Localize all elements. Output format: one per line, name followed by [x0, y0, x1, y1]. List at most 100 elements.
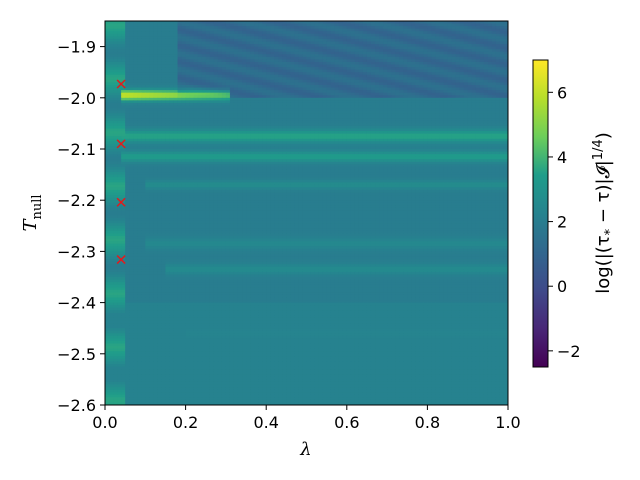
heatmap-cell — [161, 90, 166, 94]
heatmap-cell — [233, 115, 239, 119]
heatmap-cell — [169, 120, 174, 124]
heatmap-cell — [399, 143, 404, 147]
heatmap-cell — [262, 138, 267, 142]
heatmap-cell — [246, 108, 251, 111]
heatmap-cell — [483, 64, 489, 68]
heatmap-cell — [298, 92, 303, 96]
heatmap-cell — [213, 108, 219, 111]
heatmap-cell — [298, 133, 303, 137]
heatmap-cell — [145, 110, 150, 114]
heatmap-cell — [286, 131, 291, 135]
heatmap-cell — [443, 143, 448, 147]
heatmap-cell — [246, 141, 251, 145]
heatmap-cell — [387, 26, 392, 30]
heatmap-cell — [225, 92, 231, 96]
heatmap-cell — [471, 105, 477, 109]
heatmap-cell — [391, 28, 396, 32]
heatmap-cell — [431, 123, 436, 127]
heatmap-cell — [145, 82, 150, 86]
heatmap-cell — [173, 87, 178, 91]
heatmap-cell — [306, 67, 311, 71]
heatmap-cell — [479, 90, 485, 94]
heatmap-cell — [346, 72, 352, 76]
heatmap-cell — [330, 92, 336, 96]
heatmap-cell — [133, 74, 138, 78]
heatmap-cell — [177, 64, 182, 68]
heatmap-cell — [242, 33, 247, 37]
heatmap-cell — [161, 79, 166, 83]
heatmap-cell — [217, 82, 223, 86]
heatmap-cell — [161, 31, 166, 35]
heatmap-cell — [383, 38, 388, 42]
heatmap-cell — [354, 108, 360, 111]
heatmap-cell — [149, 59, 154, 63]
heatmap-cell — [262, 26, 267, 30]
heatmap-cell — [117, 67, 122, 71]
heatmap-cell — [379, 44, 384, 47]
heatmap-cell — [258, 131, 263, 135]
heatmap-cell — [197, 97, 203, 101]
heatmap-cell — [342, 49, 348, 53]
heatmap-cell — [383, 31, 388, 35]
heatmap-cell — [358, 28, 364, 32]
heatmap-cell — [221, 59, 227, 63]
heatmap-cell — [326, 36, 332, 40]
heatmap-cell — [411, 64, 416, 68]
heatmap-cell — [229, 133, 235, 137]
heatmap-cell — [499, 41, 505, 45]
heatmap-cell — [250, 26, 255, 30]
heatmap-cell — [161, 115, 166, 119]
heatmap-cell — [342, 61, 348, 65]
heatmap-cell — [221, 90, 227, 94]
heatmap-cell — [246, 87, 251, 91]
heatmap-cell — [395, 77, 400, 81]
heatmap-cell — [161, 133, 166, 137]
heatmap-cell — [310, 118, 315, 122]
heatmap-cell — [322, 28, 328, 32]
heatmap-cell — [411, 108, 416, 111]
heatmap-cell — [185, 26, 191, 30]
heatmap-cell — [193, 56, 199, 60]
heatmap-cell — [358, 141, 364, 145]
heatmap-cell — [266, 51, 271, 55]
heatmap-cell — [205, 92, 211, 96]
heatmap-cell — [117, 23, 122, 27]
heatmap-cell — [322, 54, 328, 58]
heatmap-cell — [129, 41, 134, 45]
heatmap-cell — [290, 108, 295, 111]
heatmap-cell — [137, 31, 142, 35]
heatmap-cell — [185, 72, 191, 76]
heatmap-cell — [145, 23, 150, 27]
heatmap-cell — [350, 97, 356, 101]
heatmap-cell — [362, 49, 368, 53]
heatmap-cell — [322, 87, 328, 91]
heatmap-cell — [350, 74, 356, 78]
heatmap-cell — [310, 131, 315, 135]
heatmap-cell — [113, 26, 118, 30]
heatmap-cell — [129, 59, 134, 63]
heatmap-cell — [431, 133, 436, 137]
heatmap-cell — [435, 21, 440, 24]
heatmap-cell — [169, 110, 174, 114]
heatmap-cell — [246, 64, 251, 68]
heatmap-cell — [278, 85, 283, 88]
heatmap-cell — [193, 79, 199, 83]
heatmap-cell — [350, 33, 356, 37]
heatmap-cell — [133, 115, 138, 119]
heatmap-cell — [298, 143, 303, 147]
heatmap-cell — [403, 54, 408, 58]
heatmap-cell — [161, 21, 166, 24]
heatmap-cell — [483, 108, 489, 111]
heatmap-cell — [185, 115, 191, 119]
heatmap-cell — [145, 97, 150, 101]
heatmap-cell — [237, 128, 243, 132]
heatmap-cell — [338, 95, 344, 99]
heatmap-cell — [149, 82, 154, 86]
heatmap-cell — [189, 105, 195, 109]
heatmap-cell — [117, 64, 122, 68]
heatmap-cell — [475, 44, 481, 47]
heatmap-cell — [109, 51, 114, 55]
heatmap-cell — [185, 138, 191, 142]
heatmap-cell — [246, 49, 251, 53]
heatmap-cell — [217, 131, 223, 135]
